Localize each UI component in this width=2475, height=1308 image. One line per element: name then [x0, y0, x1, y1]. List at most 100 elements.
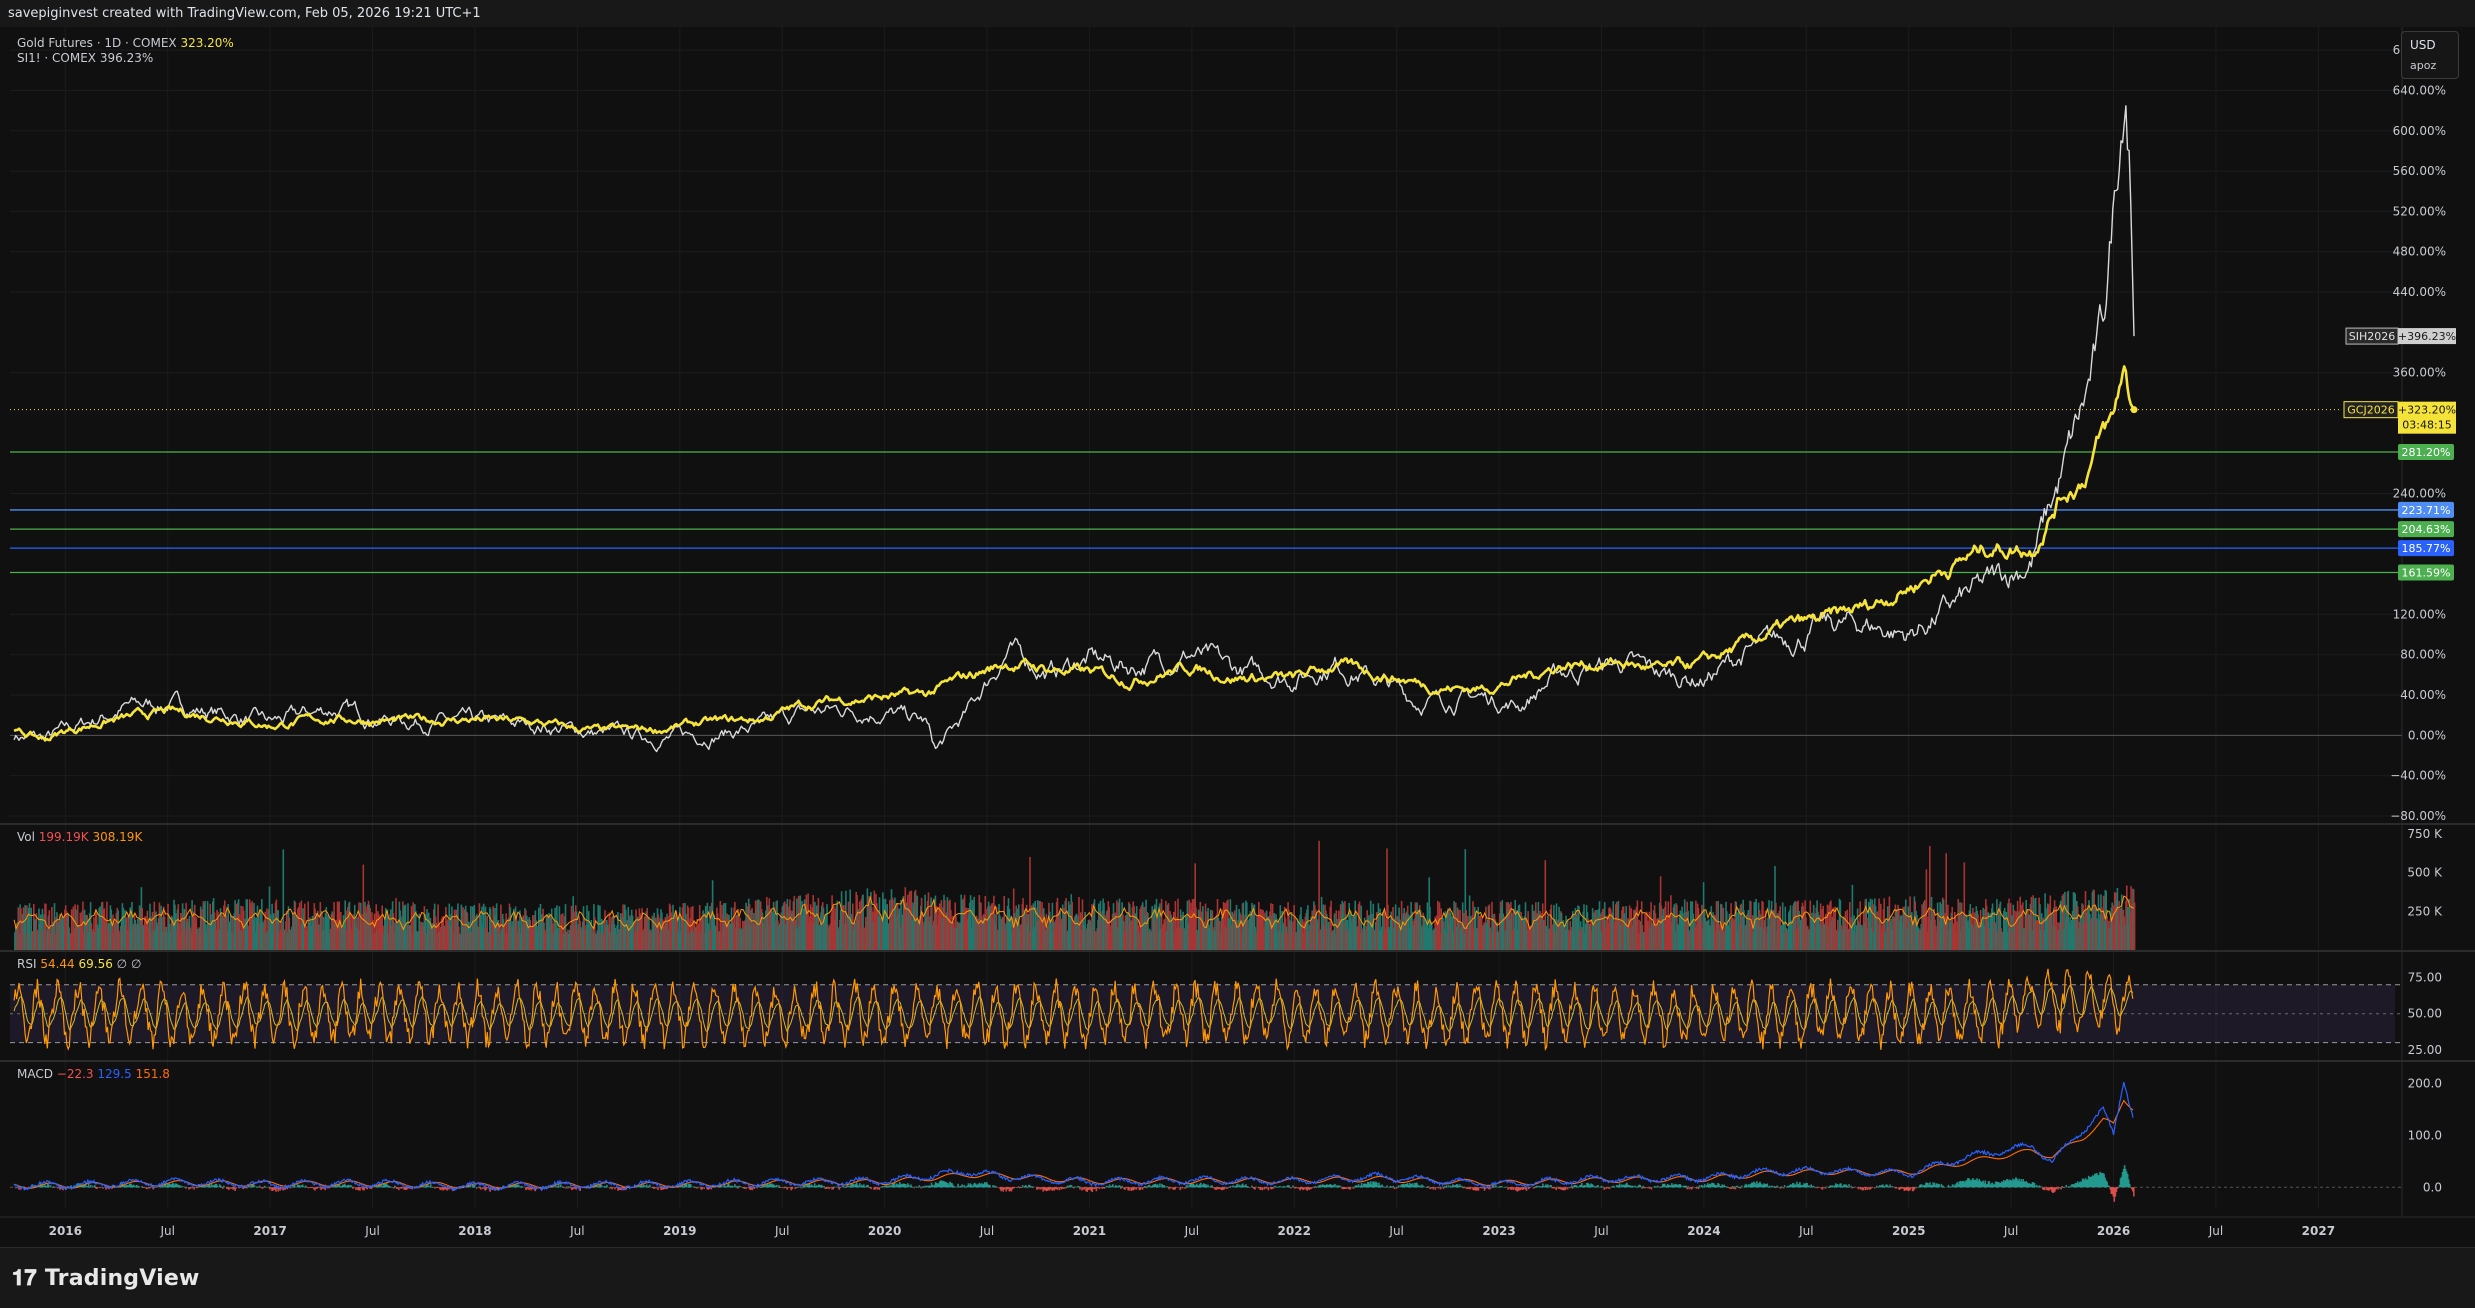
macd-histogram-bar — [1854, 1187, 1856, 1188]
macd-histogram-bar — [1394, 1187, 1396, 1189]
macd-histogram-bar — [1645, 1187, 1647, 1188]
macd-histogram-bar — [1071, 1186, 1073, 1188]
macd-histogram-bar — [247, 1187, 249, 1188]
macd-histogram-bar — [1292, 1186, 1294, 1188]
macd-histogram-bar — [259, 1186, 261, 1188]
macd-histogram-bar — [1731, 1187, 1733, 1189]
macd-histogram-bar — [566, 1186, 568, 1187]
macd-histogram-bar — [1887, 1186, 1889, 1188]
macd-histogram-bar — [1696, 1187, 1698, 1189]
macd-histogram-bar — [1315, 1186, 1317, 1187]
macd-histogram-bar — [1649, 1187, 1651, 1189]
currency-label[interactable]: USD — [2410, 38, 2436, 52]
macd-histogram-bar — [1247, 1186, 1249, 1187]
macd-histogram-bar — [832, 1187, 834, 1189]
macd-histogram-bar — [1448, 1185, 1450, 1187]
macd-histogram-bar — [1433, 1187, 1435, 1189]
macd-histogram-bar — [1079, 1187, 1081, 1189]
price-axis-tick-label: 0.00% — [2408, 728, 2446, 742]
scale-settings-box[interactable]: USD apoz — [2401, 31, 2459, 79]
macd-histogram-bar — [908, 1185, 910, 1188]
macd-histogram-bar — [694, 1187, 696, 1188]
macd-histogram-bar — [1594, 1186, 1596, 1187]
price-axis-tick-label: 80.00% — [2400, 648, 2446, 662]
macd-histogram-bar — [1850, 1186, 1852, 1188]
macd-histogram-bar — [1280, 1186, 1282, 1187]
time-axis-tick-label: 2027 — [2302, 1224, 2335, 1238]
macd-histogram-bar — [1164, 1186, 1166, 1187]
macd-histogram-bar — [306, 1187, 308, 1188]
macd-histogram-bar — [1182, 1187, 1184, 1188]
macd-histogram-bar — [433, 1187, 435, 1188]
legend-rsi-value: 54.44 — [40, 957, 78, 971]
macd-histogram-bar — [153, 1187, 155, 1188]
macd-histogram-bar — [1826, 1187, 1828, 1188]
level-tag-label: 185.77% — [2402, 542, 2451, 555]
macd-histogram-bar — [778, 1185, 780, 1187]
macd-line — [14, 1082, 2133, 1190]
macd-histogram-bar — [2060, 1187, 2062, 1189]
macd-histogram-bar — [351, 1186, 353, 1187]
macd-histogram-bar — [1567, 1187, 1569, 1189]
macd-histogram-bar — [783, 1187, 785, 1188]
macd-histogram-bar — [1781, 1186, 1783, 1187]
macd-histogram-bar — [919, 1186, 921, 1187]
macd-histogram-bar — [1426, 1187, 1428, 1188]
macd-histogram-bar — [291, 1187, 293, 1188]
scale-mode-label[interactable]: apoz — [2410, 59, 2436, 72]
time-axis-tick-label: Jul — [364, 1224, 379, 1238]
macd-histogram-bar — [920, 1187, 922, 1188]
macd-histogram-bar — [830, 1187, 832, 1188]
macd-histogram-bar — [184, 1187, 186, 1188]
time-axis-tick-label: 2025 — [1892, 1224, 1925, 1238]
macd-histogram-bar — [432, 1187, 434, 1188]
time-axis-tick-label: Jul — [159, 1224, 174, 1238]
macd-histogram-bar — [1539, 1186, 1541, 1187]
macd-histogram-bar — [651, 1187, 653, 1188]
macd-histogram-bar — [1033, 1187, 1035, 1188]
macd-histogram-bar — [238, 1187, 240, 1188]
time-axis-tick-label: Jul — [569, 1224, 584, 1238]
legend-silver-name: SI1! · COMEX — [17, 51, 100, 65]
macd-histogram-bar — [1227, 1187, 1229, 1188]
time-axis-tick-label: 2019 — [663, 1224, 696, 1238]
macd-histogram-bar — [1914, 1187, 1916, 1189]
chart-canvas[interactable]: 680.00%640.00%600.00%560.00%520.00%480.0… — [0, 27, 2475, 1247]
macd-histogram-bar — [1073, 1187, 1075, 1188]
macd-histogram-bar — [776, 1185, 778, 1187]
macd-histogram-bar — [99, 1187, 101, 1188]
macd-histogram-bar — [1815, 1187, 1817, 1188]
macd-histogram-bar — [1735, 1187, 1737, 1189]
chart-area[interactable]: 680.00%640.00%600.00%560.00%520.00%480.0… — [0, 27, 2475, 1247]
price-axis-tick-label: −80.00% — [2390, 809, 2446, 823]
time-axis-tick-label: Jul — [774, 1224, 789, 1238]
macd-histogram-bar — [1547, 1184, 1549, 1187]
macd-histogram-bar — [1352, 1187, 1354, 1188]
macd-histogram-bar — [1230, 1186, 1232, 1187]
macd-histogram-bar — [1350, 1187, 1352, 1189]
macd-histogram-bar — [1846, 1186, 1848, 1188]
macd-histogram-bar — [1254, 1187, 1256, 1189]
macd-histogram-bar — [1463, 1187, 1465, 1188]
macd-histogram-bar — [222, 1187, 224, 1189]
macd-histogram-bar — [53, 1186, 55, 1187]
macd-histogram-bar — [1784, 1185, 1786, 1187]
macd-histogram-bar — [1916, 1187, 1918, 1188]
macd-histogram-bar — [1659, 1187, 1661, 1188]
silver-value-tag: +396.23% — [2398, 330, 2456, 343]
macd-histogram-bar — [1852, 1187, 1854, 1188]
macd-histogram-bar — [1555, 1187, 1557, 1190]
macd-histogram-bar — [1876, 1186, 1878, 1188]
macd-histogram-bar — [518, 1185, 520, 1187]
time-axis-tick-label: 2023 — [1482, 1224, 1515, 1238]
macd-histogram-bar — [476, 1187, 478, 1188]
macd-histogram-bar — [740, 1187, 742, 1188]
macd-histogram-bar — [1651, 1187, 1653, 1189]
macd-histogram-bar — [228, 1187, 230, 1190]
chart-attribution: savepiginvest created with TradingView.c… — [8, 6, 481, 21]
gold-last-point — [2131, 406, 2138, 413]
macd-histogram-bar — [646, 1185, 648, 1188]
macd-histogram-bar — [1311, 1187, 1313, 1189]
